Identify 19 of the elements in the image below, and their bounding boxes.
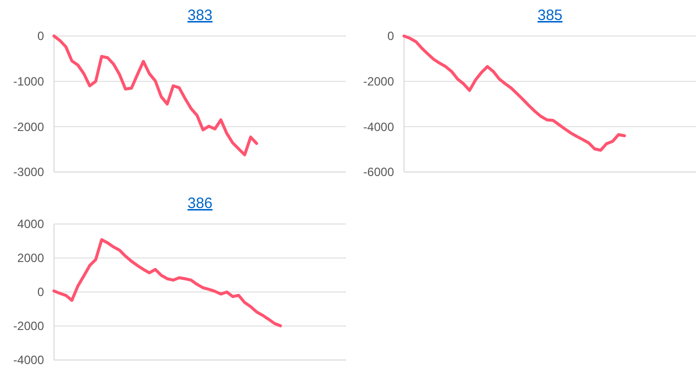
y-tick-label: 0 [387,29,394,44]
line-series [52,238,282,328]
y-tick-label: -4000 [13,353,44,368]
y-tick-label: -4000 [363,120,394,134]
chart-title: 386 [187,195,213,212]
y-tick-label: 4000 [17,217,44,232]
line-series [52,34,258,156]
y-tick-label: -6000 [363,165,394,180]
y-tick-label: 0 [37,285,44,300]
chart-title: 383 [187,7,213,24]
y-tick-label: -1000 [13,74,44,89]
y-tick-label: -3000 [13,165,44,180]
y-tick-label: 2000 [17,251,44,266]
y-tick-label: -2000 [13,120,44,134]
chart-title: 385 [537,7,563,24]
y-tick-label: 0 [37,29,44,44]
y-tick-label: -2000 [13,319,44,334]
line-series [402,34,626,152]
y-tick-label: -2000 [363,74,394,89]
